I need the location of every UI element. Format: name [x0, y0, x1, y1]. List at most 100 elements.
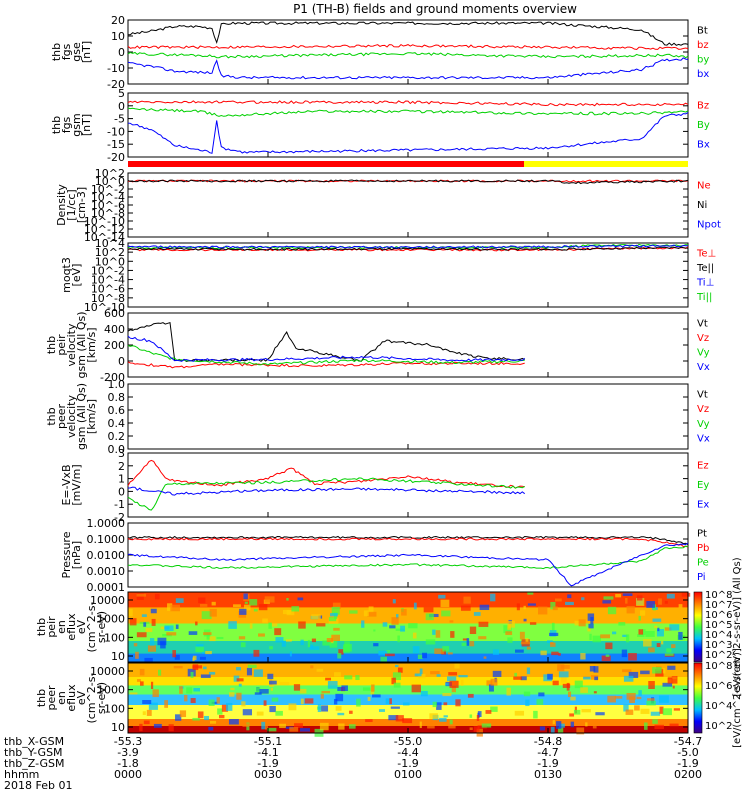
y-tick-label: 0.8 [108, 391, 126, 404]
heatmap-cell [331, 634, 340, 641]
heatmap-cell [436, 702, 442, 710]
heatmap-cell [583, 676, 591, 680]
heatmap-cell [402, 702, 410, 706]
y-tick-label: 0.0001 [87, 581, 126, 594]
ephemeris-date: 2018 Feb 01 [4, 779, 72, 792]
heatmap-cell [654, 625, 658, 629]
y-axis-label: fgs [60, 116, 73, 133]
heatmap-cell [642, 629, 646, 635]
heatmap-cell [143, 622, 147, 627]
heatmap-cell [129, 618, 137, 626]
heatmap-cell [576, 727, 585, 735]
heatmap-cell [540, 650, 547, 656]
heatmap-cell [149, 638, 155, 646]
heatmap-cell [199, 656, 206, 660]
y-axis-label: peer [55, 404, 68, 430]
heatmap-cell [195, 646, 204, 653]
heatmap-cell [578, 619, 586, 627]
mode-bar-red [128, 161, 524, 167]
legend-entry: by [697, 54, 709, 65]
heatmap-band [128, 641, 688, 655]
ephemeris-value: -1.9 [257, 757, 278, 770]
y-axis-label: [nPa] [70, 541, 83, 569]
heatmap-cell [551, 622, 555, 631]
heatmap-cell [198, 597, 206, 604]
y-tick-label: 10^-2 [91, 264, 125, 277]
y-axis-label: gsm [70, 113, 83, 136]
panel-frame [127, 383, 689, 450]
heatmap-cell [211, 601, 216, 606]
heatmap-cell [615, 593, 622, 598]
y-tick-label: 1 [118, 473, 125, 486]
heatmap-cell [274, 628, 282, 636]
heatmap-cell [526, 646, 531, 650]
heatmap-cell [652, 667, 662, 674]
series-Bz [127, 100, 689, 107]
heatmap-cell [179, 686, 183, 694]
heatmap-cell [648, 647, 655, 653]
panel-pressure: 1.0000 0.1000 0.0100 0.0010 0.0001 Pressure[n… [60, 517, 709, 594]
heatmap-cell [136, 632, 147, 638]
heatmap-cell [264, 596, 275, 603]
heatmap-cell [254, 692, 262, 695]
legend-entry: Te⊥ [696, 248, 716, 259]
y-tick-label: 10^-14 [84, 231, 125, 244]
heatmap-cell [393, 682, 401, 688]
heatmap-cell [349, 610, 358, 614]
heatmap-cell [419, 668, 423, 675]
heatmap-cell [547, 673, 553, 680]
heatmap-cell [140, 681, 144, 686]
ephemeris-value: -1.9 [537, 757, 558, 770]
y-tick-label: 400 [104, 323, 125, 336]
y-tick-label: 10^-10 [84, 215, 125, 228]
mode-bar-yellow [524, 161, 688, 167]
heatmap-cell [337, 653, 342, 659]
y-tick-label: 0.6 [108, 404, 126, 417]
y-tick-label: -20 [107, 78, 125, 91]
heatmap-cell [561, 676, 567, 683]
heatmap-cell [209, 608, 217, 617]
heatmap-cell [557, 727, 564, 733]
legend-entry: Te|| [696, 263, 714, 274]
heatmap-cell [462, 638, 468, 641]
heatmap-cell [229, 692, 235, 697]
heatmap-cell [294, 723, 303, 728]
y-axis-label: thb [35, 618, 48, 636]
heatmap-cell [261, 721, 266, 730]
heatmap-cell [638, 629, 644, 635]
heatmap-cell [190, 671, 194, 678]
heatmap-cell [669, 624, 680, 631]
heatmap-cell [516, 603, 520, 611]
y-axis-label: velocity [65, 323, 78, 366]
heatmap-cell [188, 631, 198, 635]
heatmap-cell [481, 723, 492, 728]
heatmap-cell [473, 612, 481, 616]
heatmap-cell [243, 593, 248, 600]
heatmap-cell [634, 705, 640, 711]
heatmap-cell [236, 678, 244, 682]
legend-entry: Ne [697, 181, 711, 192]
ephemeris-value: 0130 [534, 768, 562, 781]
heatmap-cell [636, 595, 643, 601]
y-axis-label: Pressure [60, 531, 73, 578]
heatmap-cell [439, 717, 447, 722]
heatmap-cell [637, 634, 645, 637]
legend-entry: Pt [697, 528, 707, 539]
heatmap-cell [442, 646, 450, 652]
colorbar-tick: 10^6 [705, 681, 732, 692]
heatmap-band [128, 694, 688, 706]
heatmap-cell [636, 598, 645, 607]
heatmap-cell [669, 723, 679, 727]
heatmap-cell [640, 610, 646, 616]
heatmap-cell [258, 604, 268, 611]
heatmap-cell [448, 672, 458, 676]
y-tick-label: 10000 [90, 594, 125, 607]
y-tick-label: 0 [118, 100, 125, 113]
ephemeris-table: thb_X-GSM -55.3 -55.1 -55.0 -54.8 -54.7 thb_Y-… [4, 735, 702, 792]
heatmap-cell [348, 724, 356, 729]
y-axis-label: moqt3 [60, 257, 73, 293]
heatmap-cell [664, 600, 668, 604]
heatmap-cell [605, 642, 613, 650]
heatmap-band [128, 607, 688, 624]
heatmap-cell [652, 618, 662, 622]
